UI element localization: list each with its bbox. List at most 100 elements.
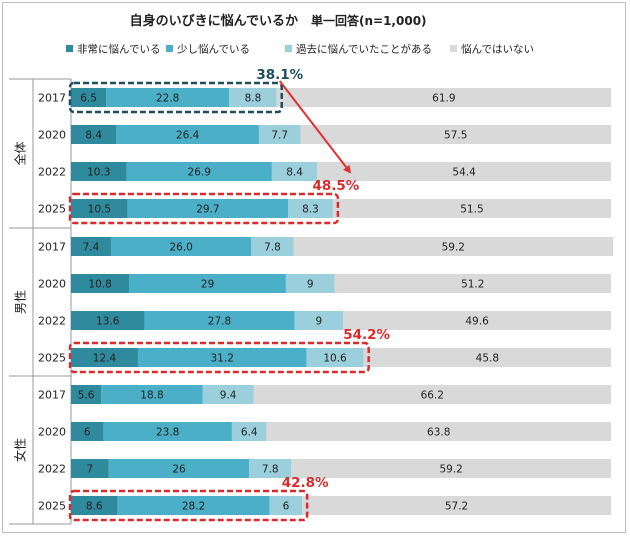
data-label: 5.6 bbox=[78, 390, 95, 402]
bar-segment bbox=[71, 385, 102, 404]
year-label: 2017 bbox=[38, 389, 66, 402]
bar-segment bbox=[291, 459, 611, 478]
highlight-total: 38.1% bbox=[256, 67, 303, 83]
year-label: 2025 bbox=[38, 203, 66, 216]
data-label: 7 bbox=[87, 464, 94, 476]
bar-segment bbox=[116, 125, 259, 144]
data-label: 26.4 bbox=[176, 130, 200, 142]
year-label: 2020 bbox=[38, 278, 66, 291]
bar-segment bbox=[71, 274, 130, 293]
year-label: 2022 bbox=[38, 463, 66, 476]
data-label: 54.4 bbox=[452, 167, 476, 179]
data-label: 6.4 bbox=[241, 427, 258, 439]
data-label: 51.2 bbox=[461, 279, 484, 291]
chart-frame: 自身のいびきに悩んでいるか 単一回答(n=1,000) 非常に悩んでいる 少し悩ん… bbox=[2, 2, 626, 533]
bar-segment bbox=[71, 199, 128, 218]
data-label: 27.8 bbox=[208, 316, 231, 328]
data-label: 12.4 bbox=[93, 353, 117, 365]
data-label: 63.8 bbox=[427, 427, 450, 439]
bar-segment bbox=[271, 162, 318, 181]
bar-segment bbox=[71, 237, 111, 256]
bar-segment bbox=[231, 422, 267, 441]
bar-segment bbox=[126, 162, 272, 181]
data-label: 49.6 bbox=[465, 316, 489, 328]
data-label: 59.2 bbox=[442, 242, 465, 254]
data-label: 8.6 bbox=[86, 501, 103, 513]
bar-segment bbox=[144, 311, 295, 330]
data-label: 13.6 bbox=[96, 316, 120, 328]
data-label: 28.2 bbox=[182, 501, 205, 513]
bar-segment bbox=[269, 496, 303, 515]
year-label: 2022 bbox=[38, 166, 66, 179]
bar-segment bbox=[276, 88, 611, 107]
data-label: 8.8 bbox=[245, 93, 262, 105]
data-label: 6.5 bbox=[80, 93, 97, 105]
bar-segment bbox=[332, 199, 611, 218]
data-label: 26.9 bbox=[188, 167, 211, 179]
legend-label-2: 過去に悩んでいたことがある bbox=[296, 43, 432, 56]
bar-segment bbox=[127, 199, 289, 218]
data-label: 29.7 bbox=[196, 204, 219, 216]
bar-segment bbox=[71, 88, 107, 107]
data-label: 9 bbox=[307, 279, 314, 291]
data-label: 10.5 bbox=[88, 204, 111, 216]
bar-segment bbox=[363, 348, 611, 367]
data-label: 29 bbox=[201, 279, 214, 291]
bar-segment bbox=[110, 237, 252, 256]
bar-segment bbox=[71, 311, 145, 330]
bar-segment bbox=[129, 274, 286, 293]
group-label: 全体 bbox=[13, 141, 28, 165]
bar-segment bbox=[251, 237, 294, 256]
data-label: 57.2 bbox=[445, 501, 468, 513]
data-label: 9 bbox=[316, 316, 323, 328]
data-label: 10.8 bbox=[88, 279, 111, 291]
legend-label-0: 非常に悩んでいる bbox=[77, 43, 160, 56]
bar-segment bbox=[71, 348, 138, 367]
data-label: 6 bbox=[84, 427, 91, 439]
highlight-total: 48.5% bbox=[312, 178, 359, 194]
bar-segment bbox=[71, 162, 127, 181]
bar-segment bbox=[266, 422, 611, 441]
data-label: 26.0 bbox=[169, 242, 192, 254]
data-label: 7.8 bbox=[264, 242, 281, 254]
bar-segment bbox=[106, 88, 230, 107]
year-label: 2025 bbox=[38, 352, 66, 365]
data-label: 66.2 bbox=[421, 390, 444, 402]
legend-swatch-1 bbox=[166, 45, 173, 52]
data-label: 7.8 bbox=[262, 464, 279, 476]
bar-segment bbox=[117, 496, 270, 515]
chart-subtitle: 単一回答(n=1,000) bbox=[311, 13, 427, 28]
highlight-box bbox=[68, 341, 370, 374]
bar-segment bbox=[300, 125, 611, 144]
highlight-box bbox=[68, 81, 283, 114]
data-label: 7.7 bbox=[271, 130, 288, 142]
year-label: 2025 bbox=[38, 500, 66, 513]
year-label: 2017 bbox=[38, 241, 66, 254]
year-label: 2020 bbox=[38, 426, 66, 439]
data-label: 8.4 bbox=[85, 130, 102, 142]
bar-segment bbox=[253, 385, 611, 404]
highlight-total: 42.8% bbox=[282, 475, 329, 491]
bar-segment bbox=[285, 274, 335, 293]
bar-segment bbox=[343, 311, 611, 330]
bar-segment bbox=[202, 385, 254, 404]
data-label: 31.2 bbox=[211, 353, 234, 365]
bar-segment bbox=[108, 459, 250, 478]
chart-title: 自身のいびきに悩んでいるか bbox=[130, 13, 298, 29]
data-label: 22.8 bbox=[156, 93, 179, 105]
group-label: 男性 bbox=[14, 290, 28, 314]
bar-segment bbox=[249, 459, 292, 478]
bar-segment bbox=[334, 274, 611, 293]
data-label: 18.8 bbox=[140, 390, 163, 402]
data-label: 59.2 bbox=[439, 464, 462, 476]
bar-segment bbox=[258, 125, 301, 144]
data-label: 10.6 bbox=[323, 353, 347, 365]
data-label: 61.9 bbox=[432, 93, 455, 105]
highlight-total: 54.2% bbox=[343, 327, 390, 343]
data-label: 9.4 bbox=[220, 390, 237, 402]
highlight-box bbox=[68, 192, 340, 225]
legend-swatch-3 bbox=[450, 45, 457, 52]
data-label: 8.4 bbox=[286, 167, 303, 179]
bar-segment bbox=[229, 88, 277, 107]
